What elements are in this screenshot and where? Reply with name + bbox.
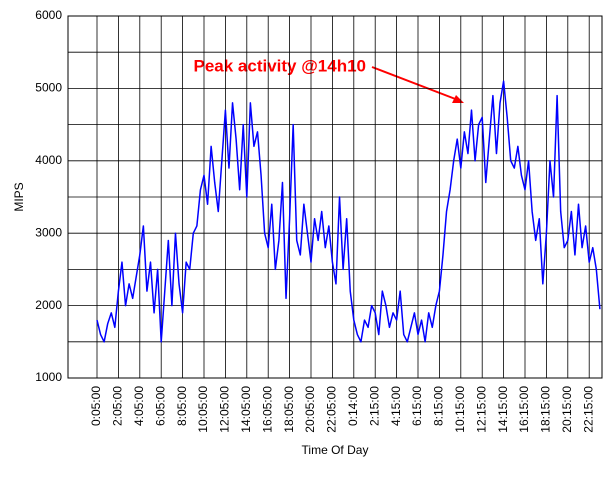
x-tick-label: 12:05:00 <box>218 386 232 433</box>
x-tick-label: 2:05:00 <box>111 386 125 426</box>
x-tick-label: 16:05:00 <box>260 386 274 433</box>
y-tick-label: 4000 <box>35 153 62 167</box>
x-tick-label: 4:15:00 <box>389 386 403 426</box>
x-tick-label: 10:15:00 <box>453 386 467 433</box>
annotation: Peak activity @14h10 <box>193 56 366 75</box>
x-tick-label: 14:15:00 <box>496 386 510 433</box>
x-tick-label: 16:15:00 <box>517 386 531 433</box>
x-tick-label: 20:15:00 <box>560 386 574 433</box>
x-tick-label: 0:14:00 <box>346 386 360 426</box>
y-tick-label: 6000 <box>35 8 62 22</box>
x-tick-label: 0:05:00 <box>89 386 103 426</box>
x-tick-label: 14:05:00 <box>239 386 253 433</box>
annotation-arrow <box>371 66 459 101</box>
x-tick-label: 8:05:00 <box>175 386 189 426</box>
x-tick-label: 18:05:00 <box>282 386 296 433</box>
data-line <box>96 80 601 343</box>
y-tick-label: 1000 <box>35 370 62 384</box>
x-tick-label: 2:15:00 <box>367 386 381 426</box>
x-tick-label: 6:05:00 <box>153 386 167 426</box>
x-tick-label: 10:05:00 <box>196 386 210 433</box>
y-axis-label: MIPS <box>12 182 26 211</box>
x-tick-label: 22:15:00 <box>581 386 595 433</box>
x-tick-label: 6:15:00 <box>410 386 424 426</box>
y-tick-label: 2000 <box>35 298 62 312</box>
x-tick-label: 8:15:00 <box>432 386 446 426</box>
y-tick-label: 3000 <box>35 225 62 239</box>
y-tick-label: 5000 <box>35 81 62 95</box>
x-tick-label: 12:15:00 <box>474 386 488 433</box>
x-tick-label: 20:05:00 <box>303 386 317 433</box>
x-tick-label: 22:05:00 <box>325 386 339 433</box>
x-axis-label: Time Of Day <box>302 443 369 457</box>
x-tick-label: 18:15:00 <box>539 386 553 433</box>
x-tick-label: 4:05:00 <box>132 386 146 426</box>
